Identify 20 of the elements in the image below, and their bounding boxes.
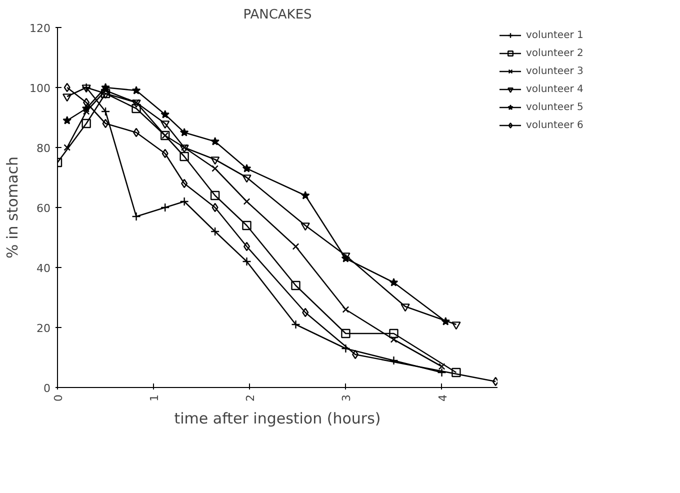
y-tick-label: 100 [30,82,51,95]
y-axis-title: % in stomach [4,156,22,258]
legend-label: volunteer 3 [526,65,584,77]
legend-label: volunteer 6 [526,119,584,131]
x-tick-label: 2 [244,394,258,402]
x-tick-label: 1 [148,394,162,402]
x-tick-label: 0 [52,394,65,402]
x-tick-label: 3 [340,394,354,402]
x-tick-label: 4 [436,394,450,402]
chart-title: PANCAKES [243,8,312,22]
legend-label: volunteer 5 [526,101,584,113]
x-axis-title: time after ingestion (hours) [174,410,381,428]
y-tick-label: 40 [36,262,51,275]
y-tick-label: 60 [36,202,51,215]
legend-label: volunteer 1 [526,29,584,41]
y-tick-label: 80 [36,142,51,155]
legend-label: volunteer 2 [526,47,584,59]
legend-label: volunteer 4 [526,83,584,95]
y-tick-label: 120 [30,22,51,35]
y-tick-label: 20 [36,322,51,335]
